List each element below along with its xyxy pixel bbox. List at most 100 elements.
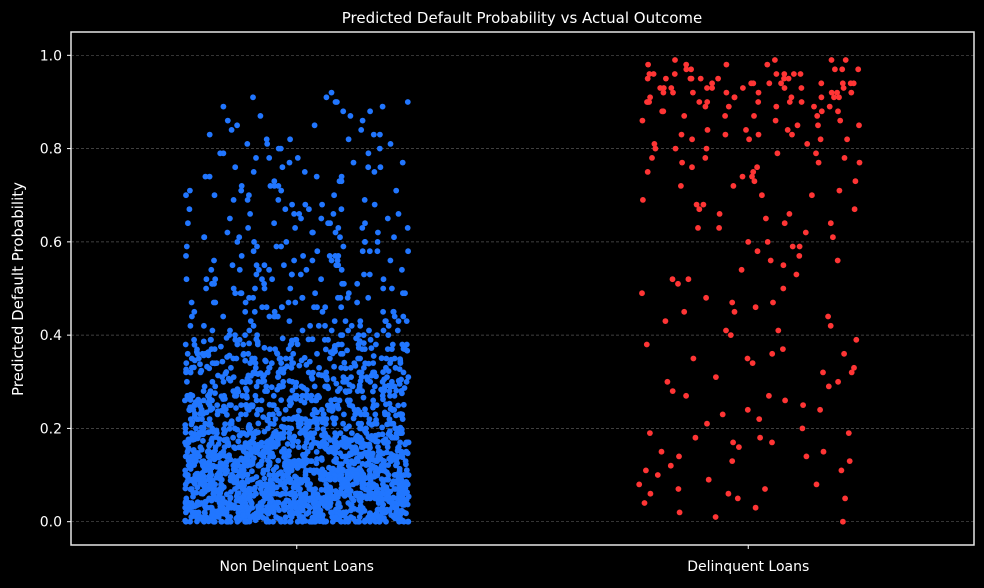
data-point: [370, 353, 377, 359]
data-point: [204, 504, 211, 511]
data-point: [239, 486, 246, 492]
data-point: [382, 509, 388, 516]
data-point: [355, 344, 362, 351]
data-point: [341, 411, 347, 418]
data-point: [375, 444, 381, 450]
data-point: [813, 150, 819, 157]
data-point: [261, 475, 268, 482]
data-point: [332, 99, 339, 105]
data-point: [209, 280, 216, 287]
data-point: [381, 387, 388, 393]
data-point: [338, 485, 345, 492]
data-point: [311, 122, 318, 129]
data-point: [685, 276, 692, 283]
data-point: [209, 327, 216, 334]
data-point: [361, 271, 367, 278]
data-point: [191, 475, 198, 482]
data-point: [205, 349, 212, 356]
data-point: [182, 341, 189, 348]
data-point: [194, 435, 201, 442]
data-point: [749, 173, 755, 180]
data-point: [393, 462, 399, 469]
data-point: [386, 388, 393, 394]
data-point: [357, 318, 364, 324]
data-point: [258, 461, 264, 468]
data-point: [378, 355, 385, 362]
data-point: [341, 443, 347, 449]
data-point: [227, 518, 234, 525]
data-point: [389, 285, 395, 292]
data-point: [328, 397, 335, 404]
data-point: [237, 444, 244, 451]
data-point: [345, 462, 352, 469]
data-point: [392, 479, 399, 486]
data-point: [380, 490, 387, 497]
data-point: [709, 80, 715, 87]
data-point: [392, 486, 399, 492]
x-tick-labels: Non Delinquent Loans Delinquent Loans: [220, 545, 809, 575]
data-point: [301, 443, 308, 450]
data-point: [208, 266, 215, 273]
data-point: [350, 159, 357, 166]
data-point: [308, 397, 315, 404]
data-point: [198, 367, 205, 374]
data-point: [231, 425, 238, 432]
data-point: [237, 432, 243, 439]
data-point: [393, 187, 400, 194]
data-point: [254, 341, 261, 348]
data-point: [372, 438, 379, 445]
data-point: [274, 386, 281, 393]
data-point: [228, 364, 234, 371]
data-point: [267, 183, 274, 189]
data-point: [249, 468, 255, 475]
data-point: [647, 490, 654, 497]
data-point: [200, 397, 207, 404]
data-point: [193, 425, 199, 432]
data-point: [329, 509, 336, 516]
data-point: [363, 411, 370, 418]
data-point: [639, 290, 645, 297]
data-point: [187, 397, 194, 403]
data-point: [183, 360, 190, 366]
data-point: [820, 448, 827, 455]
data-point: [249, 402, 256, 409]
data-point: [650, 71, 657, 77]
data-point: [344, 470, 351, 477]
data-point: [393, 456, 400, 462]
data-point: [373, 420, 380, 427]
data-point: [314, 409, 320, 416]
data-point: [252, 448, 259, 455]
data-point: [285, 415, 292, 422]
data-point: [264, 141, 271, 147]
data-point: [856, 122, 862, 129]
data-point: [309, 257, 316, 264]
data-point: [278, 360, 285, 366]
data-point: [347, 474, 354, 481]
data-point: [373, 373, 379, 380]
data-point: [343, 458, 349, 464]
data-point: [281, 480, 288, 486]
data-point: [781, 75, 787, 82]
data-point: [268, 384, 275, 391]
data-point: [234, 122, 241, 129]
data-point: [189, 313, 195, 320]
data-point: [364, 377, 371, 383]
data-point: [357, 322, 364, 329]
data-point: [340, 490, 346, 497]
data-point: [394, 472, 401, 479]
data-point: [275, 369, 282, 376]
data-point: [270, 421, 277, 427]
data-point: [338, 304, 345, 311]
data-point: [291, 257, 297, 264]
data-point: [399, 390, 405, 397]
data-point: [380, 438, 387, 444]
data-point: [337, 476, 343, 483]
data-point: [186, 407, 193, 414]
data-point: [385, 332, 392, 338]
data-point: [370, 388, 376, 395]
data-point: [201, 234, 208, 241]
data-point: [199, 488, 205, 495]
data-point: [213, 360, 220, 366]
data-point: [337, 234, 343, 241]
data-point: [379, 424, 385, 431]
